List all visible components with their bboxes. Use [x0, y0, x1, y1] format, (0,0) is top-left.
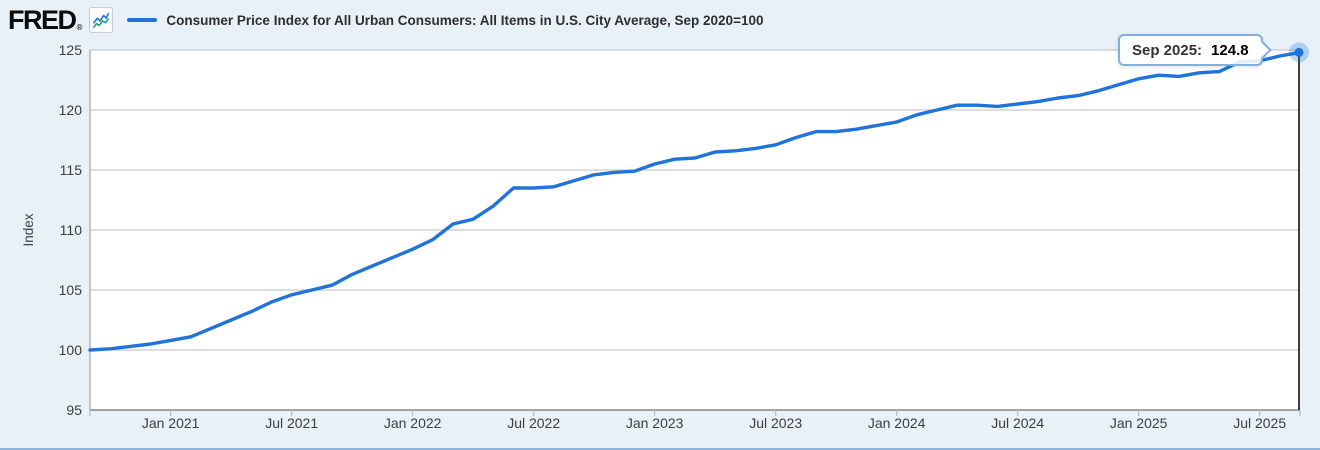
y-tick-label: 115 — [59, 162, 82, 178]
fred-logo[interactable]: FRED ® — [8, 5, 82, 35]
x-tick-label: Jan 2021 — [141, 415, 200, 431]
series-title[interactable]: Consumer Price Index for All Urban Consu… — [166, 12, 764, 28]
y-tick-label: 125 — [58, 42, 82, 58]
fred-logo-text: FRED — [8, 5, 77, 35]
tooltip-value: 124.8 — [1211, 41, 1249, 59]
x-tick-label: Jan 2024 — [867, 415, 926, 431]
y-tick-label: 105 — [58, 282, 82, 298]
x-tick-label: Jan 2025 — [1109, 415, 1168, 431]
series-line — [88, 50, 1302, 352]
series-line-swatch — [127, 18, 158, 22]
line-chart-icon — [89, 7, 114, 33]
tooltip-date: Sep 2025: — [1132, 41, 1203, 59]
chart-header: FRED ® Consumer Price Index for All Urba… — [8, 4, 763, 36]
y-tick-label: 120 — [58, 102, 82, 118]
x-tick-label: Jul 2023 — [749, 415, 803, 431]
y-tick-label: 95 — [66, 402, 82, 418]
x-tick-label: Jan 2022 — [383, 415, 442, 431]
y-tick-label: 100 — [58, 342, 82, 358]
x-tick-label: Jul 2022 — [507, 415, 561, 431]
x-tick-label: Jan 2023 — [625, 415, 684, 431]
x-tick-label: Jul 2021 — [265, 415, 319, 431]
data-tooltip: Sep 2025: 124.8 — [1118, 34, 1272, 66]
x-tick-label: Jul 2024 — [991, 415, 1045, 431]
data-point-marker[interactable] — [1294, 47, 1304, 57]
y-tick-label: 110 — [59, 222, 82, 238]
x-tick-label: Jul 2025 — [1233, 415, 1287, 431]
registered-trademark: ® — [76, 23, 83, 32]
